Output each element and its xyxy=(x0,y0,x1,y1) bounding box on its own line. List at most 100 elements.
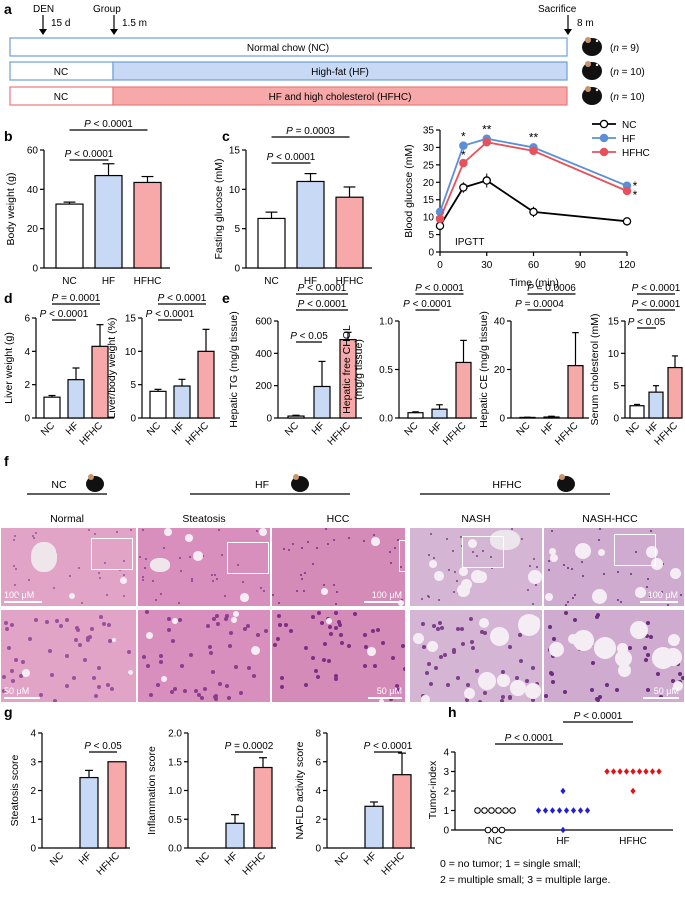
y-tick-label: 6 xyxy=(24,314,30,325)
lipid-vacuole xyxy=(510,680,526,696)
nucleus xyxy=(189,556,192,559)
nucleus xyxy=(142,529,145,532)
nucleus xyxy=(239,691,244,696)
nucleus xyxy=(155,599,158,602)
bar-hf xyxy=(173,385,191,419)
scale-bar-label: 50 μM xyxy=(376,686,402,696)
y-axis-label: NAFLD activity score xyxy=(294,741,306,839)
nucleus xyxy=(191,578,194,581)
data-point-hf xyxy=(560,826,566,834)
nucleus xyxy=(17,595,20,598)
lipid-vacuole xyxy=(497,674,510,687)
mouse-body xyxy=(291,476,309,492)
den-label: DEN xyxy=(33,4,54,15)
scale-bar-line xyxy=(364,601,402,603)
data-point-hf xyxy=(584,807,591,814)
bar-hf xyxy=(296,180,325,269)
nucleus xyxy=(348,537,351,540)
bar-hfhc xyxy=(253,766,273,849)
den-time: 15 d xyxy=(51,18,70,29)
p-value: P < 0.0001 xyxy=(364,741,413,752)
y-tick-label: 0 xyxy=(30,844,36,855)
nucleus xyxy=(283,548,286,551)
y-tick-label: 5 xyxy=(613,381,619,392)
lipid-vacuole xyxy=(457,584,470,597)
y-axis-label: Blood glucose (mM) xyxy=(403,144,415,237)
bar-nc xyxy=(149,390,167,419)
nucleus xyxy=(472,551,475,554)
nucleus xyxy=(617,571,620,574)
data-point xyxy=(622,186,632,196)
nucleus xyxy=(170,690,175,695)
nucleus xyxy=(160,593,163,596)
x-tick-label: HF xyxy=(170,420,187,437)
nucleus xyxy=(525,679,530,684)
p-value: P = 0.0006 xyxy=(527,283,576,294)
significance-star: * xyxy=(461,148,466,162)
nucleus xyxy=(518,633,523,638)
p-value: P < 0.05 xyxy=(628,317,666,328)
data-point-hfhc xyxy=(630,768,636,775)
nucleus xyxy=(92,676,97,681)
mouse-body xyxy=(86,476,104,492)
nucleus xyxy=(65,618,70,623)
nucleus xyxy=(469,617,474,622)
mouse-icon xyxy=(557,474,575,492)
nucleus xyxy=(680,594,683,597)
lipid-vacuole xyxy=(128,670,134,676)
nucleus xyxy=(643,646,648,651)
nucleus xyxy=(173,687,178,692)
timeline-bar-nc xyxy=(9,37,568,57)
lipid-vacuole xyxy=(478,672,497,691)
nucleus xyxy=(256,530,259,533)
nucleus xyxy=(215,614,220,619)
nucleus xyxy=(256,633,261,638)
y-tick-label: 20 xyxy=(494,365,506,376)
nucleus xyxy=(292,543,295,546)
nucleus xyxy=(400,566,403,569)
bar-hfhc xyxy=(392,774,412,849)
data-point-nc xyxy=(509,807,516,814)
lipid-vacuole xyxy=(617,643,628,654)
nucleus xyxy=(328,625,333,630)
legend-text: 2 = multiple small; 3 = multiple large. xyxy=(440,874,610,886)
nucleus xyxy=(671,679,676,684)
nucleus xyxy=(99,577,102,580)
nucleus xyxy=(149,693,154,698)
significance-star: * xyxy=(461,130,466,144)
nucleus xyxy=(536,566,539,569)
sacrifice-time: 8 m xyxy=(577,18,594,29)
nucleus xyxy=(552,637,557,642)
nucleus xyxy=(544,694,549,699)
nucleus xyxy=(667,604,670,606)
nucleus xyxy=(599,528,602,531)
nucleus xyxy=(53,699,58,702)
nucleus xyxy=(311,656,316,661)
p-value: P < 0.0001 xyxy=(146,309,195,320)
data-point xyxy=(622,217,632,226)
x-tick-label: HF xyxy=(304,276,317,287)
lipid-vacuole xyxy=(490,627,510,647)
nucleus xyxy=(19,674,24,679)
significance-star: * xyxy=(633,188,638,202)
data-point-hf xyxy=(563,807,570,814)
histology-title: Normal xyxy=(50,513,84,525)
nucleus xyxy=(304,646,309,651)
nucleus xyxy=(531,666,536,671)
nucleus xyxy=(139,556,142,559)
histology-image-high xyxy=(409,609,543,703)
nucleus xyxy=(574,594,577,597)
nucleus xyxy=(436,627,441,632)
nucleus xyxy=(432,624,437,629)
nucleus xyxy=(647,578,650,581)
nucleus xyxy=(218,682,223,687)
bar-hfhc xyxy=(107,761,127,849)
nucleus xyxy=(403,667,405,672)
bar-nc xyxy=(407,412,424,419)
y-tick-label: 60 xyxy=(27,146,39,157)
mouse-body xyxy=(582,62,602,80)
nucleus xyxy=(65,654,70,659)
nucleus xyxy=(288,549,291,552)
lipid-vacuole xyxy=(464,688,475,699)
data-point xyxy=(482,137,491,147)
